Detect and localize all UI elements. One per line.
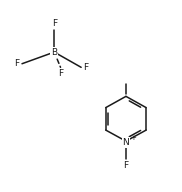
Text: F: F	[14, 59, 19, 68]
Text: B: B	[51, 48, 57, 57]
Text: N: N	[122, 138, 129, 147]
Text: F: F	[58, 69, 63, 78]
Text: F: F	[52, 19, 57, 28]
Text: +: +	[130, 135, 136, 141]
Text: F: F	[123, 161, 128, 170]
Text: F: F	[84, 63, 89, 72]
